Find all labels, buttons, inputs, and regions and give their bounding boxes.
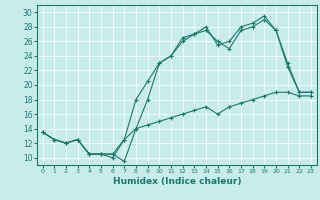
X-axis label: Humidex (Indice chaleur): Humidex (Indice chaleur) (113, 177, 241, 186)
